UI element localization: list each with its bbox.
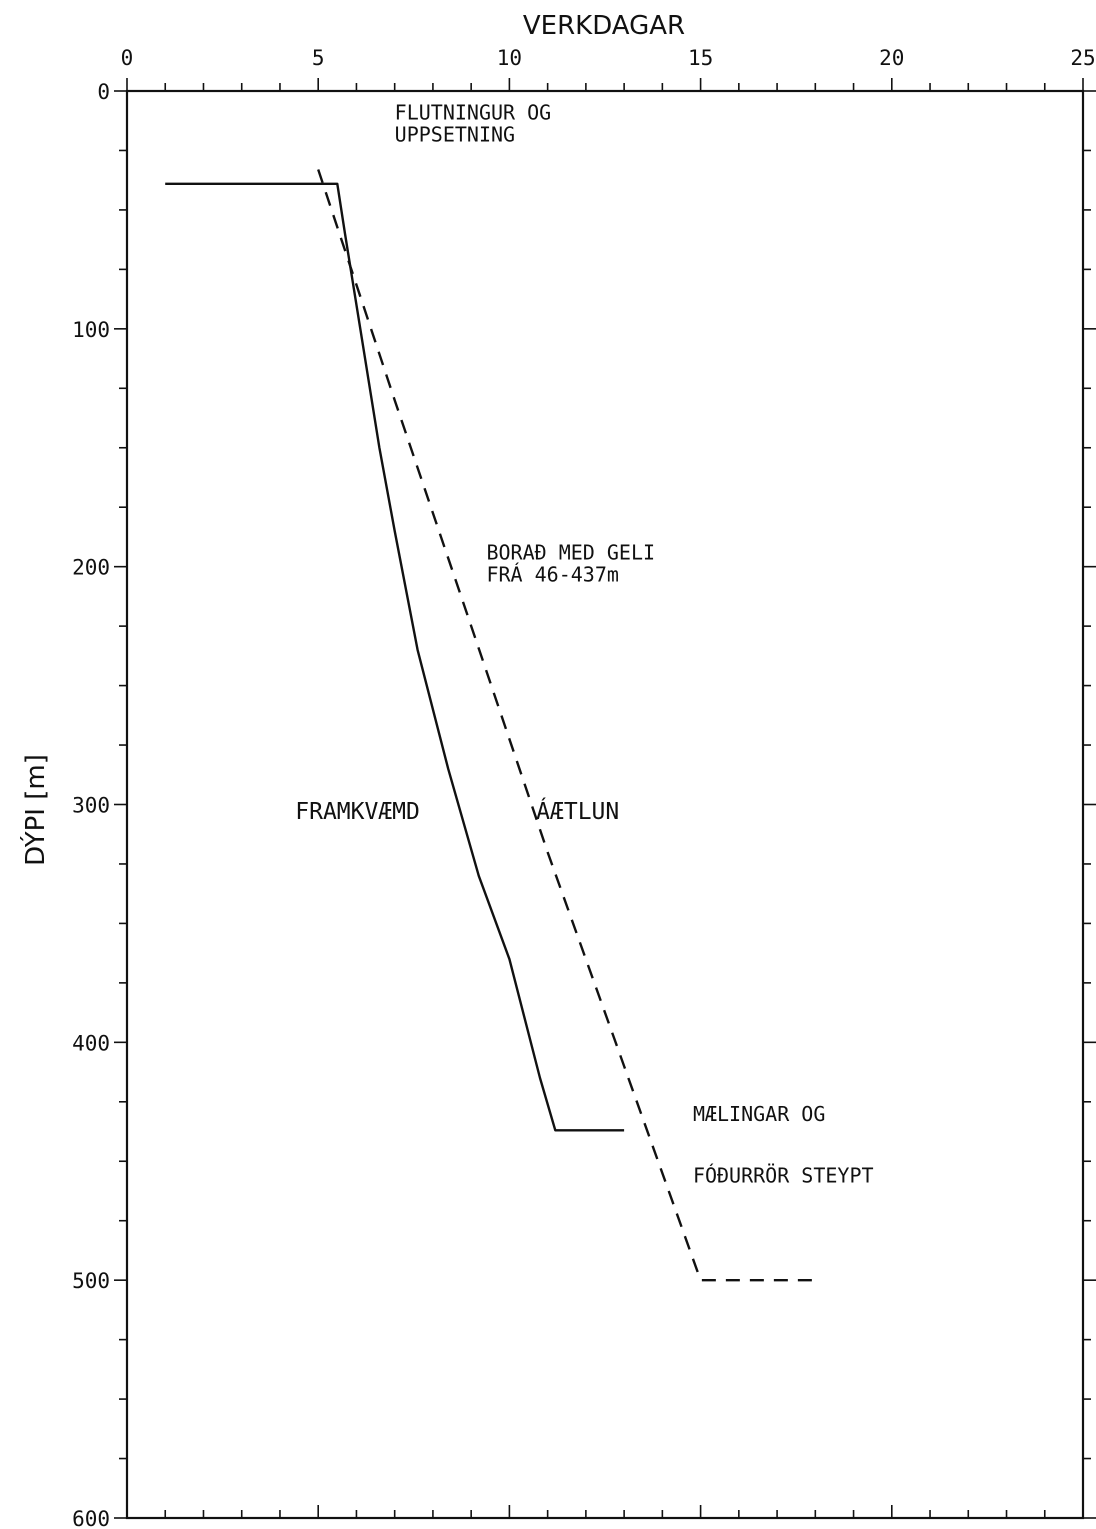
y-tick-label: 400 [72, 1031, 110, 1055]
x-tick-label: 10 [497, 46, 522, 70]
x-tick-label: 0 [121, 46, 134, 70]
x-tick-label: 15 [688, 46, 713, 70]
x-tick-label: 5 [312, 46, 325, 70]
series-layer [165, 169, 816, 1282]
y-tick-label: 300 [72, 794, 110, 818]
annotation-label: MÆLINGAR OG [693, 1102, 825, 1126]
annotation-label: BORAÐ MED GELI [486, 541, 655, 565]
y-tick-label: 200 [72, 556, 110, 580]
series-line-framkv-md [165, 182, 625, 1132]
annotation-label: FÓÐURRÖR STEYPT [693, 1164, 874, 1188]
y-tick-label: 600 [72, 1507, 110, 1529]
annotation-label: UPPSETNING [395, 123, 515, 147]
annotation-label: FRÁ 46-437m [486, 563, 618, 587]
y-tick-label: 100 [72, 318, 110, 342]
annotation-label: ÁÆTLUN [536, 797, 619, 825]
y-tick-label: 500 [72, 1269, 110, 1293]
y-tick-label: 0 [97, 80, 110, 104]
annotation-label: FLUTNINGUR OG [395, 101, 552, 125]
x-tick-label: 25 [1070, 46, 1095, 70]
x-axis-title: VERKDAGAR [523, 11, 685, 41]
axes: 0 5 10 15 20 25 0 100 200 300 400 500 600 [72, 46, 1096, 1529]
y-axis-title: DÝPI [m] [19, 754, 51, 866]
annotation-label: FRAMKVÆMD [295, 799, 420, 825]
x-tick-label: 20 [879, 46, 904, 70]
series-line-tlun [317, 169, 816, 1282]
